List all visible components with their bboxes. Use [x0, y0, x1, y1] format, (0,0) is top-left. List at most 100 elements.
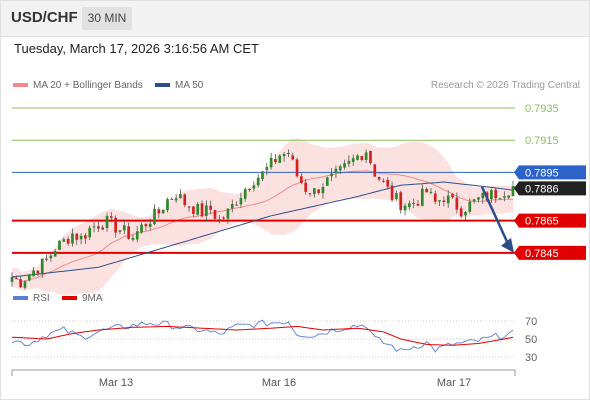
candle-body — [53, 251, 57, 257]
x-tick-label: Mar 16 — [262, 377, 296, 389]
candle-body — [300, 176, 303, 183]
candle-body — [312, 188, 316, 195]
rsi-ma-line — [11, 325, 514, 346]
legend-ma50: MA 50 — [155, 80, 203, 91]
timestamp: Tuesday, March 17, 2026 3:16:56 AM CET — [14, 41, 259, 56]
ma20-swatch — [13, 83, 28, 88]
candle-body — [386, 179, 390, 187]
candle-body — [84, 235, 87, 239]
candle-body — [399, 192, 403, 211]
level-label-0.7895: 0.7895 — [525, 167, 559, 179]
candle-body — [179, 194, 182, 199]
level-label-0.7865: 0.7865 — [525, 216, 559, 228]
candle-body — [36, 270, 40, 274]
candle-body — [161, 210, 165, 214]
forecast-arrow-head — [501, 237, 514, 253]
candle-body — [278, 155, 282, 163]
candle-body — [105, 215, 109, 229]
candle-body — [23, 281, 27, 288]
candle-body — [472, 199, 476, 202]
candle-body — [459, 208, 463, 217]
candle-body — [269, 157, 273, 168]
candle-body — [420, 188, 424, 206]
candle-body — [252, 185, 256, 189]
candle-body — [446, 195, 450, 204]
candle-body — [477, 197, 480, 200]
current-price-label-box — [514, 181, 586, 196]
candle-body — [135, 231, 139, 240]
candle-body — [498, 198, 502, 200]
chart-header: USD/CHF 30 MIN — [0, 0, 590, 37]
candle-body — [97, 226, 100, 229]
forecast-arrow-shaft — [480, 186, 510, 245]
candle-body — [304, 182, 308, 192]
legend-ma20: MA 20 + Bollinger Bands — [13, 80, 143, 91]
candle-body — [19, 279, 22, 288]
legend-ma20-label: MA 20 + Bollinger Bands — [33, 80, 143, 91]
rsi-tick-label: 70 — [525, 316, 537, 328]
candle-body — [144, 224, 148, 227]
rsi-swatch — [13, 296, 28, 301]
rsi-line — [11, 319, 514, 353]
ma50-line — [11, 181, 514, 278]
candle-body — [192, 206, 195, 214]
level-label-0.7845: 0.7845 — [525, 248, 559, 260]
candle-body — [131, 237, 135, 240]
candle-body — [27, 274, 31, 281]
candle-body — [382, 180, 385, 182]
candle-body — [49, 255, 53, 259]
candle-body — [114, 217, 117, 233]
candle-body — [243, 189, 247, 199]
rsi-tick-label: 30 — [525, 352, 537, 364]
candle-body — [10, 277, 14, 282]
candle-body — [416, 203, 420, 206]
x-tick-label: Mar 17 — [437, 377, 471, 389]
candle-body — [343, 163, 346, 168]
candle-body — [412, 203, 416, 205]
timeframe-button[interactable]: 30 MIN — [82, 7, 132, 30]
candle-body — [490, 190, 493, 199]
candle-body — [274, 159, 277, 163]
candle-body — [330, 173, 333, 177]
legend-ma50-label: MA 50 — [175, 80, 204, 91]
x-tick-label: Mar 13 — [99, 377, 133, 389]
candle-body — [109, 216, 113, 218]
candle-body — [351, 158, 355, 162]
candle-body — [481, 192, 485, 199]
candle-body — [425, 188, 428, 193]
candle-body — [356, 155, 359, 160]
candle-body — [256, 177, 260, 186]
candle-body — [429, 191, 433, 193]
candle-body — [390, 185, 394, 200]
candle-body — [157, 209, 161, 214]
candle-body — [308, 193, 312, 195]
candle-body — [364, 152, 368, 160]
candle-body — [222, 217, 225, 219]
candle-body — [511, 186, 515, 197]
candle-body — [494, 189, 498, 199]
candle-body — [127, 226, 130, 239]
candle-body — [464, 211, 467, 216]
candle-body — [88, 227, 92, 238]
ma50-swatch — [155, 83, 170, 88]
level-label-0.7845-box — [514, 245, 586, 260]
credit-text: Research © 2026 Trading Central — [430, 80, 580, 91]
candle-body — [265, 167, 269, 171]
candle-body — [395, 193, 398, 200]
candle-body — [334, 168, 338, 173]
candle-body — [377, 177, 381, 180]
candle-body — [455, 197, 459, 210]
candle-body — [239, 198, 243, 205]
legend-rsi-label: RSI — [33, 293, 50, 304]
candle-body — [66, 238, 70, 244]
candle-body — [170, 198, 174, 200]
candle-body — [261, 171, 264, 180]
legend-rsi: RSI — [13, 293, 50, 304]
candle-body — [230, 203, 234, 209]
rsi-tick-label: 50 — [525, 334, 537, 346]
candle-body — [403, 205, 407, 211]
candle-body — [140, 224, 143, 233]
candle-body — [248, 188, 251, 190]
